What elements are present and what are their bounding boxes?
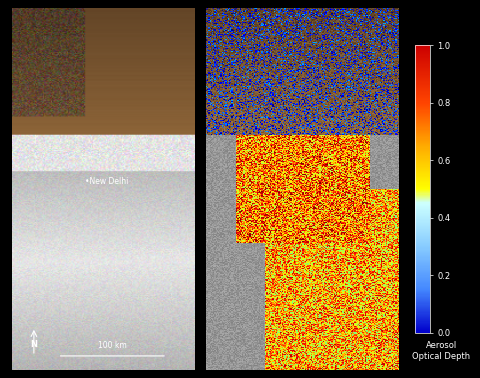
Text: •New Delhi: •New Delhi [85,177,128,186]
Text: N: N [30,340,37,349]
Text: 100 km: 100 km [98,341,127,350]
Text: Aerosol
Optical Depth: Aerosol Optical Depth [412,341,470,361]
